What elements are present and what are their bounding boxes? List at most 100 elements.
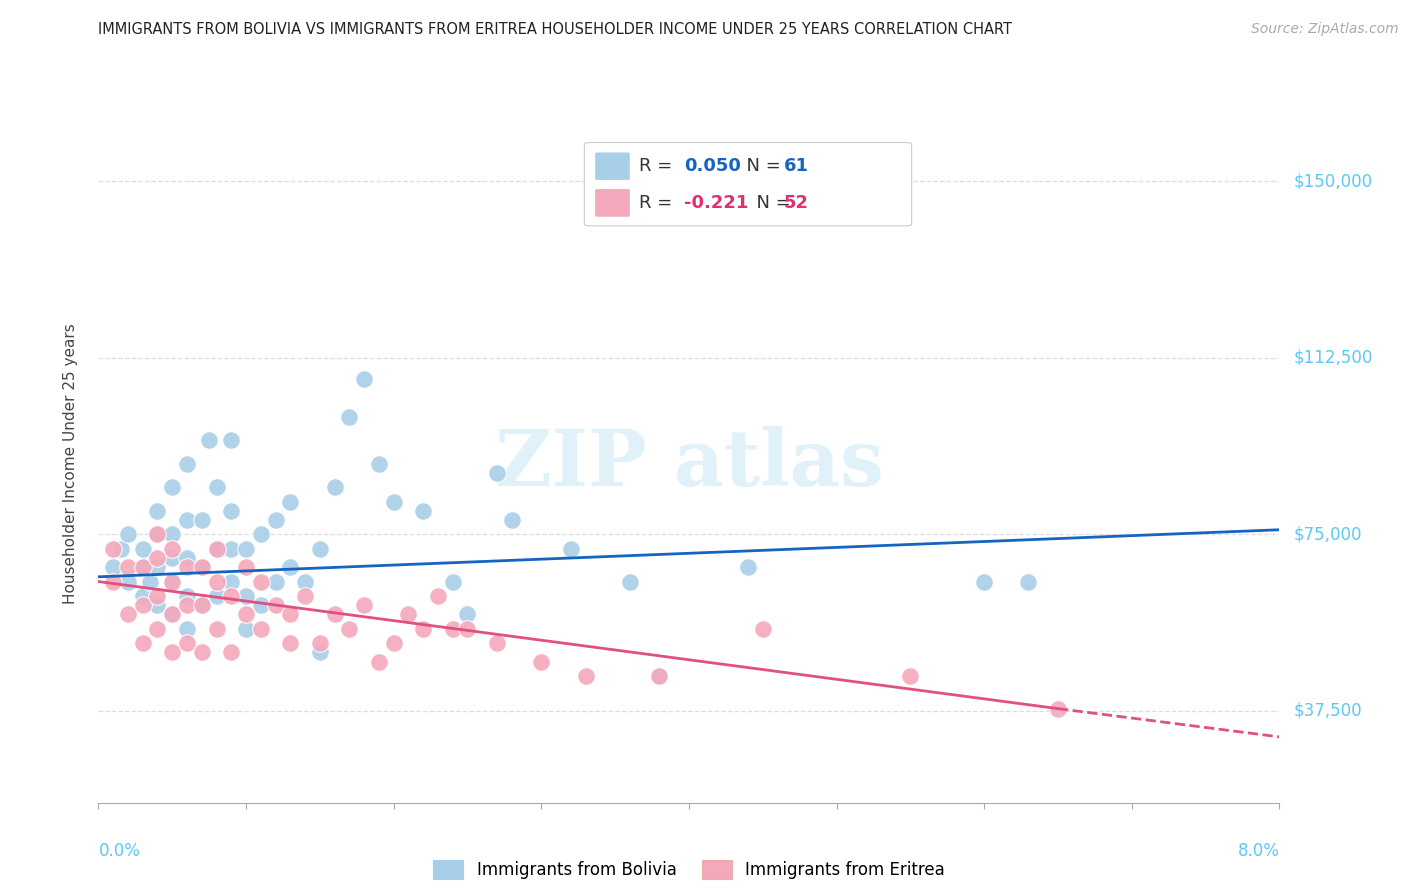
- Point: [382, 636, 405, 650]
- Point: [456, 622, 478, 636]
- Text: 52: 52: [785, 194, 808, 212]
- Point: [191, 645, 214, 659]
- Point: [162, 574, 183, 589]
- Point: [176, 457, 198, 471]
- Point: [250, 622, 273, 636]
- Text: -0.221: -0.221: [685, 194, 748, 212]
- Text: N =: N =: [735, 157, 786, 175]
- Point: [219, 504, 242, 518]
- Point: [176, 513, 198, 527]
- Text: 0.050: 0.050: [685, 157, 741, 175]
- Point: [648, 669, 671, 683]
- Point: [219, 574, 242, 589]
- Point: [219, 645, 242, 659]
- Point: [162, 480, 183, 494]
- Point: [337, 622, 360, 636]
- Point: [162, 551, 183, 566]
- Text: $37,500: $37,500: [1294, 702, 1362, 720]
- Point: [132, 589, 155, 603]
- Point: [219, 434, 242, 448]
- Point: [205, 589, 228, 603]
- Point: [162, 607, 183, 622]
- Point: [176, 622, 198, 636]
- Point: [205, 541, 228, 556]
- Point: [898, 669, 921, 683]
- Point: [117, 527, 139, 541]
- Point: [198, 434, 221, 448]
- Point: [103, 560, 124, 574]
- Point: [737, 560, 759, 574]
- Point: [560, 541, 582, 556]
- Text: 0.0%: 0.0%: [98, 842, 141, 860]
- Point: [441, 622, 464, 636]
- Point: [146, 504, 169, 518]
- Point: [441, 574, 464, 589]
- Point: [146, 527, 169, 541]
- Text: R =: R =: [640, 194, 678, 212]
- Point: [205, 622, 228, 636]
- Text: ZIP atlas: ZIP atlas: [495, 425, 883, 502]
- Point: [235, 607, 257, 622]
- Point: [250, 527, 273, 541]
- Point: [264, 598, 287, 612]
- Point: [235, 560, 257, 574]
- Point: [117, 560, 139, 574]
- Point: [308, 645, 332, 659]
- Text: $150,000: $150,000: [1294, 172, 1372, 190]
- Point: [294, 589, 316, 603]
- Point: [426, 589, 449, 603]
- Point: [146, 589, 169, 603]
- Point: [191, 560, 214, 574]
- Point: [146, 622, 169, 636]
- Point: [1017, 574, 1039, 589]
- Point: [278, 636, 301, 650]
- Point: [412, 622, 434, 636]
- Point: [235, 622, 257, 636]
- Point: [191, 598, 214, 612]
- Point: [485, 467, 508, 481]
- Point: [648, 669, 671, 683]
- Point: [162, 527, 183, 541]
- Point: [191, 513, 214, 527]
- Point: [117, 574, 139, 589]
- Text: N =: N =: [745, 194, 796, 212]
- Y-axis label: Householder Income Under 25 years: Householder Income Under 25 years: [63, 324, 77, 604]
- Point: [146, 598, 169, 612]
- Point: [308, 541, 332, 556]
- Point: [110, 541, 132, 556]
- Point: [278, 494, 301, 508]
- Point: [205, 574, 228, 589]
- Point: [219, 541, 242, 556]
- Point: [367, 655, 389, 669]
- Point: [162, 607, 183, 622]
- Point: [485, 636, 508, 650]
- Point: [308, 636, 332, 650]
- Point: [139, 574, 162, 589]
- Point: [1046, 701, 1069, 715]
- Text: R =: R =: [640, 157, 678, 175]
- Point: [132, 636, 155, 650]
- Point: [337, 409, 360, 424]
- Text: $112,500: $112,500: [1294, 349, 1372, 367]
- Point: [132, 560, 155, 574]
- Point: [176, 560, 198, 574]
- Point: [146, 527, 169, 541]
- Point: [162, 541, 183, 556]
- Point: [132, 598, 155, 612]
- Point: [235, 589, 257, 603]
- Point: [353, 372, 375, 386]
- Text: 61: 61: [785, 157, 808, 175]
- Point: [219, 589, 242, 603]
- Point: [117, 607, 139, 622]
- Point: [191, 560, 214, 574]
- Point: [235, 541, 257, 556]
- Point: [751, 622, 773, 636]
- Point: [162, 574, 183, 589]
- Point: [530, 655, 553, 669]
- Point: [132, 541, 155, 556]
- Text: 8.0%: 8.0%: [1237, 842, 1279, 860]
- Point: [250, 574, 273, 589]
- Point: [353, 598, 375, 612]
- Point: [191, 598, 214, 612]
- Point: [103, 541, 124, 556]
